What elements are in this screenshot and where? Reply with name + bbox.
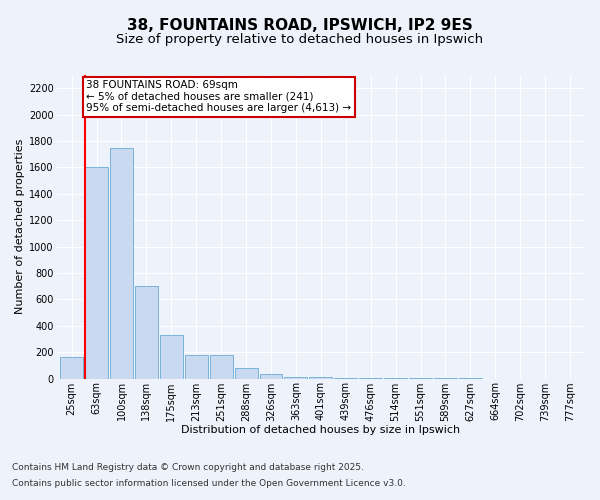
Bar xyxy=(260,374,283,378)
Bar xyxy=(235,368,257,378)
Bar xyxy=(185,356,208,378)
Text: Size of property relative to detached houses in Ipswich: Size of property relative to detached ho… xyxy=(116,32,484,46)
Bar xyxy=(135,286,158,378)
Text: Contains HM Land Registry data © Crown copyright and database right 2025.: Contains HM Land Registry data © Crown c… xyxy=(12,464,364,472)
Text: Contains public sector information licensed under the Open Government Licence v3: Contains public sector information licen… xyxy=(12,478,406,488)
Y-axis label: Number of detached properties: Number of detached properties xyxy=(15,139,25,314)
Text: 38 FOUNTAINS ROAD: 69sqm
← 5% of detached houses are smaller (241)
95% of semi-d: 38 FOUNTAINS ROAD: 69sqm ← 5% of detache… xyxy=(86,80,352,114)
Text: 38, FOUNTAINS ROAD, IPSWICH, IP2 9ES: 38, FOUNTAINS ROAD, IPSWICH, IP2 9ES xyxy=(127,18,473,32)
Bar xyxy=(110,148,133,378)
Bar xyxy=(284,376,307,378)
X-axis label: Distribution of detached houses by size in Ipswich: Distribution of detached houses by size … xyxy=(181,425,460,435)
Bar xyxy=(60,358,83,378)
Bar xyxy=(85,168,108,378)
Bar xyxy=(160,335,183,378)
Bar xyxy=(210,356,233,378)
